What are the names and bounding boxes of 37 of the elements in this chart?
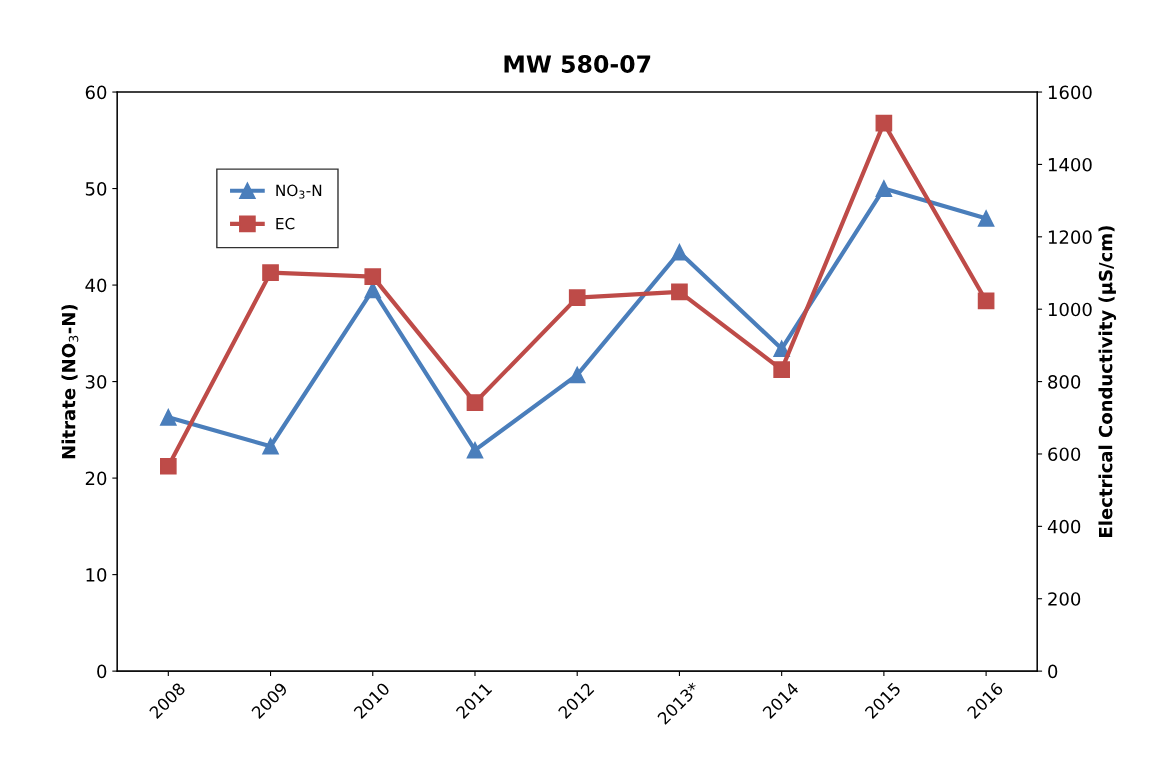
y2-tick-label: 800 <box>1048 375 1081 389</box>
y-tick-label: 40 <box>85 278 107 293</box>
y-tick-label: 50 <box>85 182 107 196</box>
point <box>568 366 586 384</box>
point <box>671 243 688 261</box>
chart-title: MW 580-07 <box>504 55 651 73</box>
y2-tick-label: 1600 <box>1048 85 1092 100</box>
point <box>262 437 279 455</box>
point <box>466 394 484 411</box>
point <box>671 283 688 301</box>
y-tick-label: 30 <box>85 375 107 389</box>
point <box>159 408 177 426</box>
legend-label: EC <box>276 217 295 230</box>
y2-tick-label: 1400 <box>1048 157 1092 172</box>
y2-axis-title: Electrical Conductivity (µS/cm) <box>1098 226 1117 537</box>
y2-tick-label: 200 <box>1048 592 1081 606</box>
y2-tick-label: 1200 <box>1048 230 1092 244</box>
point <box>977 292 995 310</box>
point <box>262 264 279 281</box>
y2-tick-label: 400 <box>1047 519 1081 534</box>
point <box>466 441 484 459</box>
y2-tick-label: 1000 <box>1048 302 1092 317</box>
point <box>875 114 893 132</box>
y2-tick-label: 600 <box>1048 447 1081 462</box>
point <box>977 210 995 227</box>
y-tick-label: 60 <box>85 85 107 100</box>
point <box>773 361 790 378</box>
y2-tick-label: 0 <box>1048 664 1058 679</box>
y-tick-label: 20 <box>85 471 107 486</box>
y-axis-title: Nitrate (NO$_{3}$-N) <box>61 304 79 459</box>
y-tick-label: 10 <box>86 568 107 582</box>
point <box>875 180 893 197</box>
point <box>364 268 382 285</box>
point <box>159 457 177 475</box>
legend-label: NO$_{3}$-N <box>276 184 322 199</box>
y-tick-label: 0 <box>97 664 107 679</box>
point <box>568 289 586 306</box>
